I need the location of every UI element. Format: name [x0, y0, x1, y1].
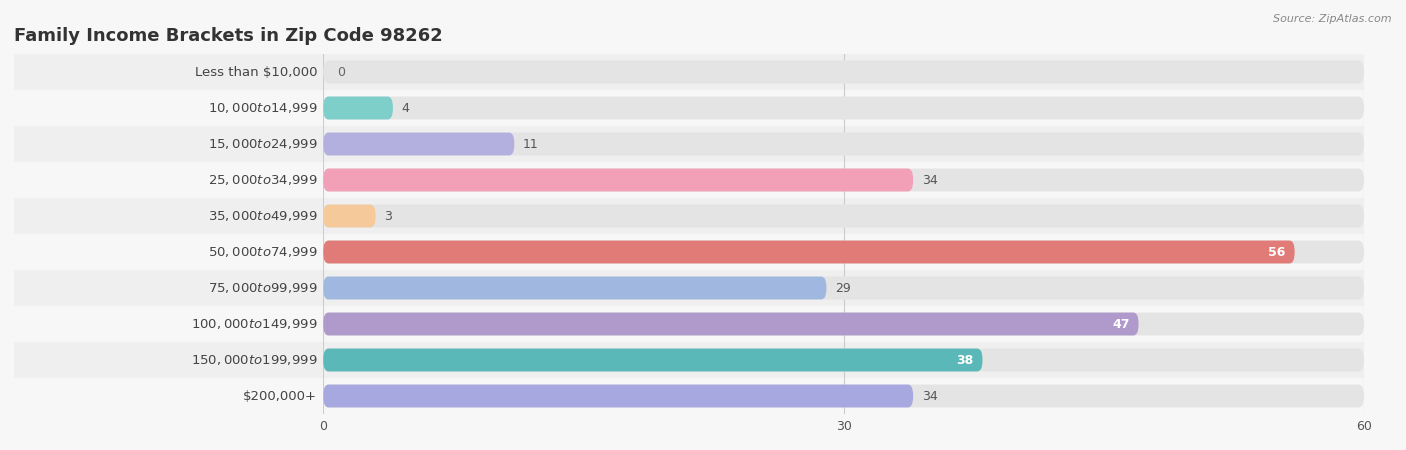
Text: Family Income Brackets in Zip Code 98262: Family Income Brackets in Zip Code 98262: [14, 27, 443, 45]
Bar: [14, 162, 323, 198]
Bar: [14, 234, 323, 270]
FancyBboxPatch shape: [323, 169, 912, 191]
FancyBboxPatch shape: [323, 277, 1364, 299]
Text: $150,000 to $199,999: $150,000 to $199,999: [191, 353, 318, 367]
Text: 3: 3: [384, 210, 392, 222]
Text: $35,000 to $49,999: $35,000 to $49,999: [208, 209, 318, 223]
Text: $200,000+: $200,000+: [243, 390, 318, 402]
Text: 47: 47: [1112, 318, 1130, 330]
Text: 56: 56: [1268, 246, 1286, 258]
Text: 4: 4: [402, 102, 409, 114]
FancyBboxPatch shape: [323, 133, 515, 155]
FancyBboxPatch shape: [323, 169, 1364, 191]
Bar: [323, 126, 1364, 162]
Bar: [323, 234, 1364, 270]
Bar: [323, 306, 1364, 342]
FancyBboxPatch shape: [323, 97, 1364, 119]
Text: $10,000 to $14,999: $10,000 to $14,999: [208, 101, 318, 115]
Bar: [323, 90, 1364, 126]
Bar: [323, 162, 1364, 198]
Bar: [323, 270, 1364, 306]
Text: $100,000 to $149,999: $100,000 to $149,999: [191, 317, 318, 331]
Text: 29: 29: [835, 282, 851, 294]
FancyBboxPatch shape: [323, 385, 1364, 407]
Bar: [323, 342, 1364, 378]
Text: $15,000 to $24,999: $15,000 to $24,999: [208, 137, 318, 151]
Text: 11: 11: [523, 138, 538, 150]
Bar: [14, 378, 323, 414]
FancyBboxPatch shape: [323, 313, 1139, 335]
Text: 38: 38: [956, 354, 973, 366]
Bar: [14, 126, 323, 162]
FancyBboxPatch shape: [323, 133, 1364, 155]
FancyBboxPatch shape: [323, 205, 1364, 227]
Bar: [323, 378, 1364, 414]
Bar: [14, 342, 323, 378]
FancyBboxPatch shape: [323, 313, 1364, 335]
FancyBboxPatch shape: [323, 61, 1364, 83]
Bar: [14, 54, 323, 90]
Bar: [14, 198, 323, 234]
FancyBboxPatch shape: [323, 385, 912, 407]
Text: Less than $10,000: Less than $10,000: [194, 66, 318, 78]
Bar: [14, 270, 323, 306]
Bar: [14, 90, 323, 126]
Text: Source: ZipAtlas.com: Source: ZipAtlas.com: [1274, 14, 1392, 23]
Bar: [323, 54, 1364, 90]
Bar: [14, 306, 323, 342]
FancyBboxPatch shape: [323, 349, 983, 371]
Text: $25,000 to $34,999: $25,000 to $34,999: [208, 173, 318, 187]
Text: 34: 34: [922, 174, 938, 186]
FancyBboxPatch shape: [323, 277, 827, 299]
FancyBboxPatch shape: [323, 241, 1364, 263]
Bar: [323, 198, 1364, 234]
FancyBboxPatch shape: [323, 97, 392, 119]
Text: $75,000 to $99,999: $75,000 to $99,999: [208, 281, 318, 295]
Text: $50,000 to $74,999: $50,000 to $74,999: [208, 245, 318, 259]
FancyBboxPatch shape: [323, 349, 1364, 371]
Text: 34: 34: [922, 390, 938, 402]
FancyBboxPatch shape: [323, 241, 1295, 263]
Text: 0: 0: [337, 66, 346, 78]
FancyBboxPatch shape: [323, 205, 375, 227]
